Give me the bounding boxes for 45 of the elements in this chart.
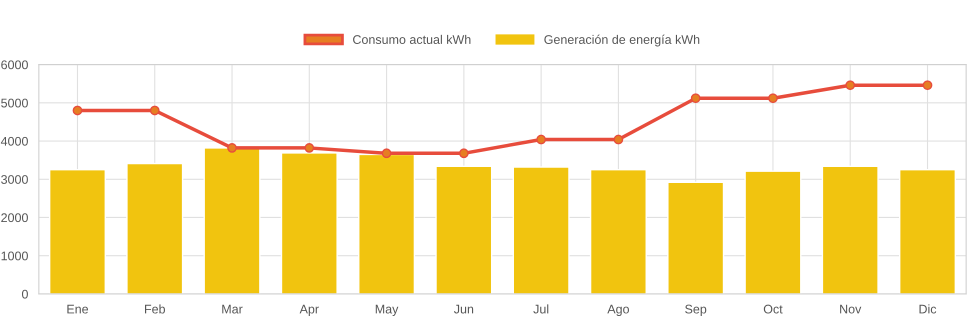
x-tick-label: May [376,304,398,316]
bar [48,169,106,294]
bar [435,166,492,294]
point [382,148,392,158]
bar [126,162,184,294]
y-tick-label: 4000 [0,136,28,146]
x-tick-label: Feb [145,304,165,314]
point [150,106,160,116]
bar [667,182,724,294]
x-tick-label: Apr [300,304,319,316]
bar [512,166,570,294]
x-tick-label: Mar [222,304,243,314]
x-tick-label: Ago [607,304,630,316]
y-tick-label: 0 [22,290,28,299]
point [536,134,546,144]
legend-label: Generación de energía kWh [544,34,700,46]
bar [280,152,338,294]
legend-label: Consumo actual kWh [353,34,470,44]
x-tick-label: Oct [764,304,783,314]
x-tick-label: Nov [840,304,862,314]
y-tick-label: 1000 [2,252,28,260]
point [227,143,237,153]
point [845,80,856,90]
y-tick-label: 2000 [1,213,28,222]
point [304,143,314,153]
bar [898,169,956,294]
bar [590,169,647,294]
x-tick-label: Dic [920,304,936,314]
y-tick-label: 6000 [1,60,28,70]
point [768,93,778,104]
point [72,106,82,116]
bar [822,166,879,294]
x-tick-label: Jun [454,304,474,314]
bar [358,154,416,294]
x-tick-label: Sep [685,304,706,316]
y-tick-label: 5000 [1,98,28,108]
x-tick-label: Jul [533,304,548,314]
y-tick-label: 3000 [1,175,28,184]
point [458,148,469,158]
bar [204,147,261,294]
x-tick-label: Ene [67,304,88,314]
point [922,80,932,90]
point [614,134,624,144]
bar [744,170,802,294]
point [690,93,701,104]
